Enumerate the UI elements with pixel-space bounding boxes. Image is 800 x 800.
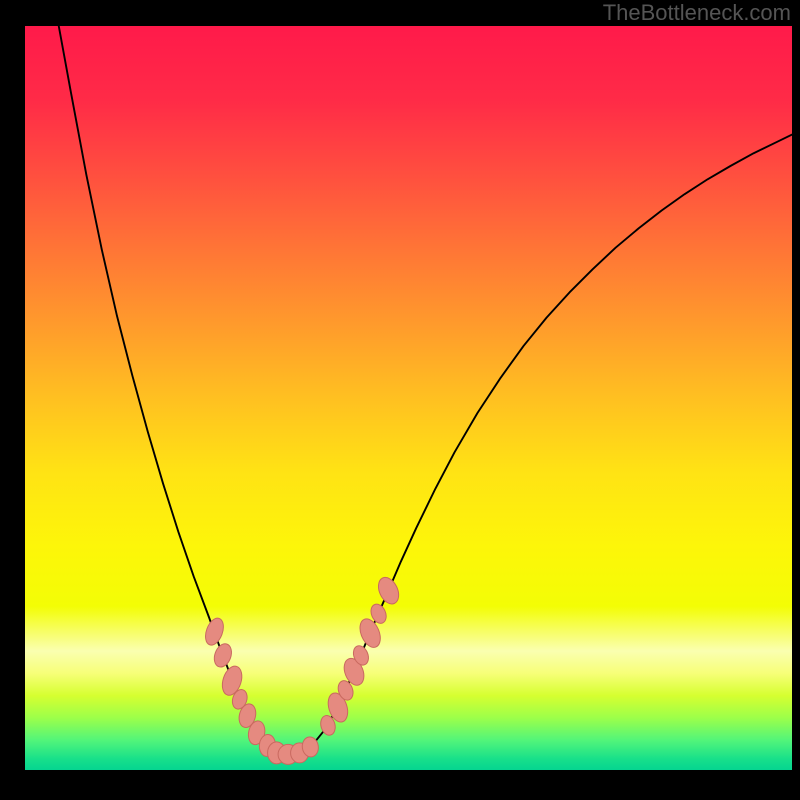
watermark-text: TheBottleneck.com — [603, 0, 791, 26]
chart-frame: TheBottleneck.com — [0, 0, 800, 800]
plot-area — [25, 26, 792, 770]
